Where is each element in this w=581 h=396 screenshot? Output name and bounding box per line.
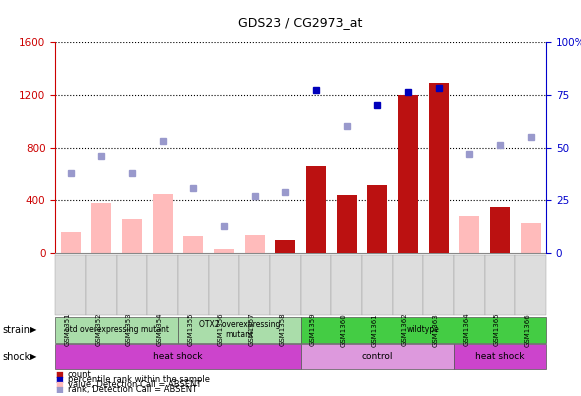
Text: value, Detection Call = ABSENT: value, Detection Call = ABSENT [68, 380, 202, 389]
Bar [460, 216, 479, 253]
Bar [214, 249, 234, 253]
Text: strain: strain [3, 325, 31, 335]
Text: ▶: ▶ [30, 352, 37, 361]
Text: GSM1357: GSM1357 [249, 313, 254, 346]
Text: GSM1351: GSM1351 [64, 313, 70, 346]
Text: ■: ■ [55, 375, 63, 384]
Text: heat shock: heat shock [475, 352, 525, 361]
Bar [153, 194, 173, 253]
Bar [275, 240, 295, 253]
Text: GSM1361: GSM1361 [371, 313, 378, 346]
Bar [337, 195, 357, 253]
Text: otd overexpressing mutant: otd overexpressing mutant [64, 325, 168, 334]
Text: ■: ■ [55, 385, 63, 394]
Bar [490, 207, 510, 253]
Text: GSM1354: GSM1354 [157, 313, 163, 346]
Text: OTX2 overexpressing
mutant: OTX2 overexpressing mutant [199, 320, 280, 339]
Text: GSM1363: GSM1363 [433, 313, 439, 346]
Text: ■: ■ [55, 370, 63, 379]
Text: GSM1352: GSM1352 [95, 313, 101, 346]
Text: heat shock: heat shock [153, 352, 203, 361]
Text: count: count [68, 370, 92, 379]
Bar [122, 219, 142, 253]
Text: rank, Detection Call = ABSENT: rank, Detection Call = ABSENT [68, 385, 197, 394]
Text: GSM1366: GSM1366 [525, 313, 531, 346]
Bar [306, 166, 326, 253]
Bar [91, 203, 111, 253]
Bar [398, 95, 418, 253]
Text: GSM1360: GSM1360 [340, 313, 347, 346]
Text: ▶: ▶ [30, 325, 37, 334]
Bar [245, 235, 264, 253]
Text: GSM1365: GSM1365 [494, 313, 500, 346]
Text: wildtype: wildtype [407, 325, 440, 334]
Text: GSM1356: GSM1356 [218, 313, 224, 346]
Text: GDS23 / CG2973_at: GDS23 / CG2973_at [238, 16, 363, 29]
Bar [367, 185, 388, 253]
Bar [183, 236, 203, 253]
Bar [521, 223, 541, 253]
Text: GSM1355: GSM1355 [187, 313, 193, 346]
Bar [60, 232, 81, 253]
Text: GSM1353: GSM1353 [126, 313, 132, 346]
Text: GSM1364: GSM1364 [464, 313, 469, 346]
Bar [429, 83, 449, 253]
Text: GSM1358: GSM1358 [279, 313, 285, 346]
Text: percentile rank within the sample: percentile rank within the sample [68, 375, 210, 384]
Text: GSM1359: GSM1359 [310, 313, 316, 346]
Text: GSM1362: GSM1362 [402, 313, 408, 346]
Text: shock: shock [3, 352, 31, 362]
Text: control: control [361, 352, 393, 361]
Text: ■: ■ [55, 380, 63, 389]
